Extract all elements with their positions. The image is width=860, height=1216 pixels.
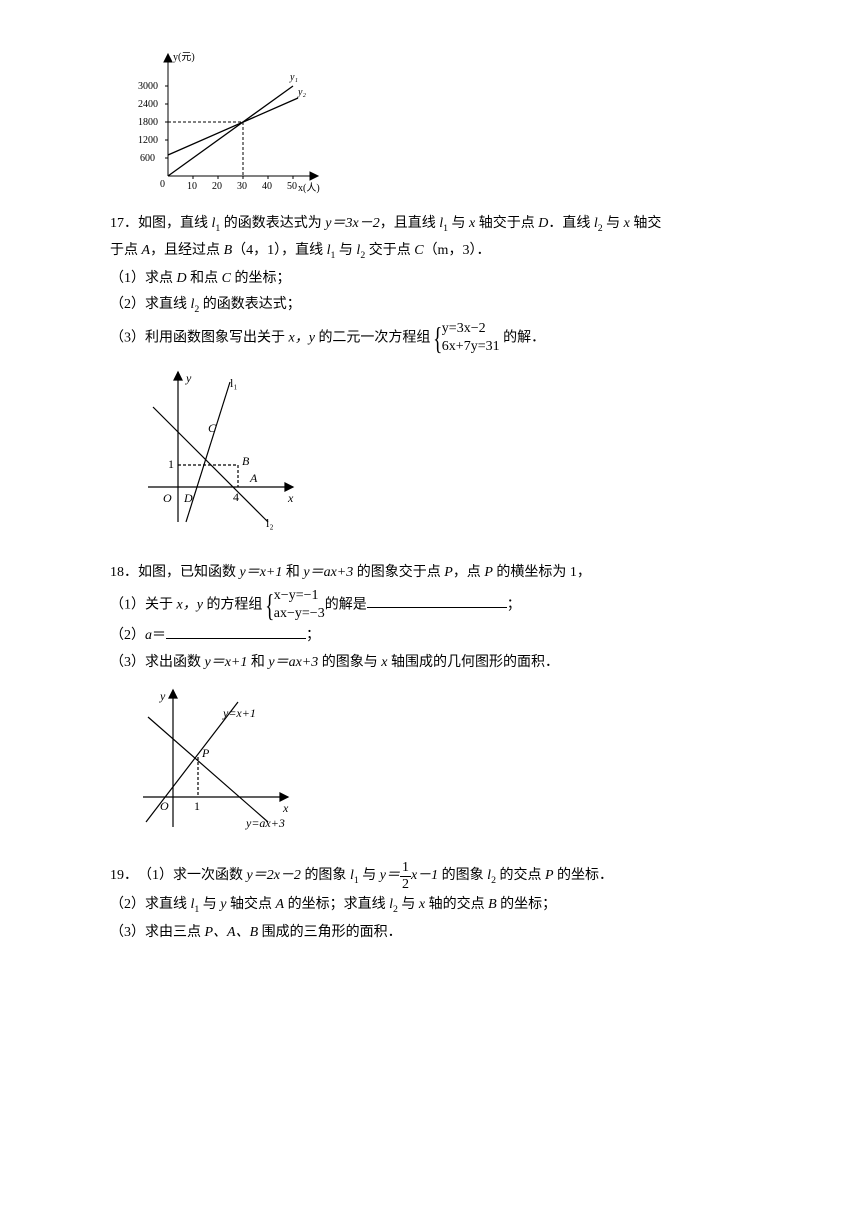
svg-text:3000: 3000 <box>138 81 158 92</box>
figure-16: y(元) x(人) 0 600 1200 1800 2400 3000 10 20… <box>138 46 770 201</box>
origin-label: 0 <box>160 179 165 190</box>
svg-text:10: 10 <box>187 181 197 192</box>
svg-text:O: O <box>163 491 172 505</box>
svg-text:1: 1 <box>194 799 200 813</box>
problem-19: 19．（1）求一次函数 y＝2x－2 的图象 l1 与 y＝12x－1 的图象 … <box>110 860 770 946</box>
left-brace-icon: { <box>266 587 275 623</box>
figure-17: y x l₁ l₂ O D C B A 1 4 <box>138 362 770 532</box>
problem-17: 17．如图，直线 l1 的函数表达式为 y＝3x－2，且直线 l1 与 x 轴交… <box>110 211 770 532</box>
left-brace-icon: { <box>434 320 443 356</box>
svg-text:l₂: l₂ <box>266 516 274 530</box>
q18-number: 18． <box>110 560 138 587</box>
svg-text:A: A <box>249 471 258 485</box>
svg-text:600: 600 <box>140 153 155 164</box>
svg-text:1800: 1800 <box>138 117 158 128</box>
svg-text:x: x <box>282 801 289 815</box>
svg-text:y₂: y₂ <box>297 87 306 98</box>
svg-text:B: B <box>242 454 250 468</box>
svg-text:P: P <box>201 746 210 760</box>
chart-16: y(元) x(人) 0 600 1200 1800 2400 3000 10 20… <box>138 46 338 201</box>
problem-18: 18．如图，已知函数 y＝x+1 和 y＝ax+3 的图象交于点 P，点 P 的… <box>110 560 770 832</box>
answer-blank[interactable] <box>367 593 507 608</box>
svg-text:y: y <box>185 371 192 385</box>
svg-text:4: 4 <box>233 490 239 504</box>
svg-text:2400: 2400 <box>138 99 158 110</box>
svg-text:50: 50 <box>287 181 297 192</box>
svg-text:y: y <box>159 689 166 703</box>
figure-18: y x y=x+1 y=ax+3 O P 1 <box>138 682 770 832</box>
q17-number: 17． <box>110 211 138 238</box>
svg-text:y₁: y₁ <box>289 72 298 83</box>
svg-text:l₁: l₁ <box>230 376 238 390</box>
svg-text:C: C <box>208 421 217 435</box>
y-axis-label: y(元) <box>173 52 195 63</box>
svg-text:40: 40 <box>262 181 272 192</box>
svg-text:20: 20 <box>212 181 222 192</box>
svg-text:1200: 1200 <box>138 135 158 146</box>
svg-text:D: D <box>183 491 193 505</box>
svg-text:x: x <box>287 491 294 505</box>
x-axis-label: x(人) <box>298 182 320 194</box>
svg-text:30: 30 <box>237 181 247 192</box>
svg-text:O: O <box>160 799 169 813</box>
answer-blank[interactable] <box>166 624 306 639</box>
svg-text:1: 1 <box>168 457 174 471</box>
q19-number: 19． <box>110 863 138 890</box>
svg-text:y=x+1: y=x+1 <box>222 706 256 720</box>
svg-text:y=ax+3: y=ax+3 <box>245 816 285 830</box>
